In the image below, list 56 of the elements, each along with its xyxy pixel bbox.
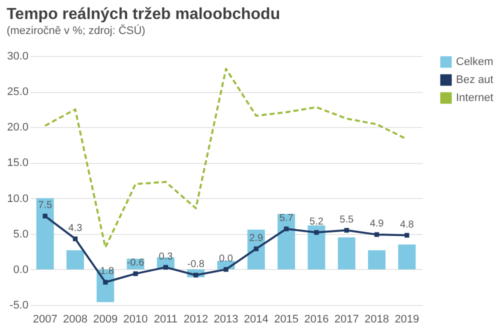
point bbox=[42, 214, 48, 218]
data-label: 5.7 bbox=[279, 212, 294, 224]
bar bbox=[247, 230, 265, 270]
legend-label: Celkem bbox=[456, 56, 494, 68]
y-tick-label: 15.0 bbox=[7, 157, 28, 170]
bar bbox=[338, 237, 356, 270]
x-tick-label: 2008 bbox=[62, 314, 88, 326]
bar bbox=[368, 250, 386, 270]
x-tick-label: 2017 bbox=[334, 314, 359, 326]
data-label: 4.8 bbox=[400, 219, 414, 230]
point bbox=[133, 271, 138, 276]
x-tick-label: 2010 bbox=[123, 314, 148, 326]
data-label: -0.6 bbox=[126, 258, 145, 269]
bar bbox=[398, 244, 416, 270]
x-tick-label: 2016 bbox=[304, 314, 329, 326]
x-tick-label: 2019 bbox=[394, 314, 420, 326]
point bbox=[314, 230, 319, 235]
point bbox=[103, 280, 108, 285]
x-tick-label: 2009 bbox=[93, 314, 118, 326]
point bbox=[404, 232, 410, 238]
data-label: 4.3 bbox=[68, 222, 83, 234]
data-label: 2.9 bbox=[249, 232, 264, 244]
y-tick-label: 5.0 bbox=[13, 228, 28, 240]
data-label: 5.5 bbox=[340, 214, 354, 226]
data-label: 5.2 bbox=[310, 216, 324, 228]
y-tick-label: 0.0 bbox=[13, 264, 28, 276]
y-tick-label: -5.0 bbox=[10, 300, 28, 312]
x-tick-label: 2011 bbox=[154, 314, 178, 326]
chart-title: Tempo reálných tržeb maloobchodu bbox=[6, 6, 280, 23]
point bbox=[344, 228, 349, 233]
point bbox=[224, 267, 228, 272]
point bbox=[72, 236, 78, 242]
y-tick-label: 30.0 bbox=[7, 50, 28, 62]
bar bbox=[36, 198, 54, 270]
data-label: 4.9 bbox=[370, 218, 384, 230]
x-tick-label: 2015 bbox=[274, 314, 299, 326]
data-label: -0.8 bbox=[187, 259, 205, 270]
y-tick-label: 10.0 bbox=[7, 192, 28, 205]
point bbox=[254, 246, 258, 252]
legend-label: Bez aut bbox=[456, 74, 494, 86]
x-tick-label: 2013 bbox=[214, 314, 238, 326]
chart-subtitle: (meziročně v %; zdroj: ČSÚ) bbox=[6, 24, 146, 37]
bar bbox=[66, 250, 84, 270]
y-tick-label: 20.0 bbox=[7, 122, 28, 134]
x-tick-label: 2018 bbox=[364, 314, 390, 326]
legend-label: Internet bbox=[456, 92, 494, 104]
data-label: 7.5 bbox=[38, 200, 52, 212]
bar bbox=[308, 225, 326, 270]
point bbox=[284, 226, 289, 232]
x-tick-label: 2007 bbox=[32, 314, 58, 326]
x-tick-label: 2012 bbox=[184, 314, 208, 326]
x-tick-label: 2014 bbox=[244, 314, 268, 326]
bar bbox=[278, 214, 296, 270]
point bbox=[163, 264, 168, 270]
y-tick-label: 25.0 bbox=[7, 86, 28, 98]
point bbox=[374, 232, 380, 237]
